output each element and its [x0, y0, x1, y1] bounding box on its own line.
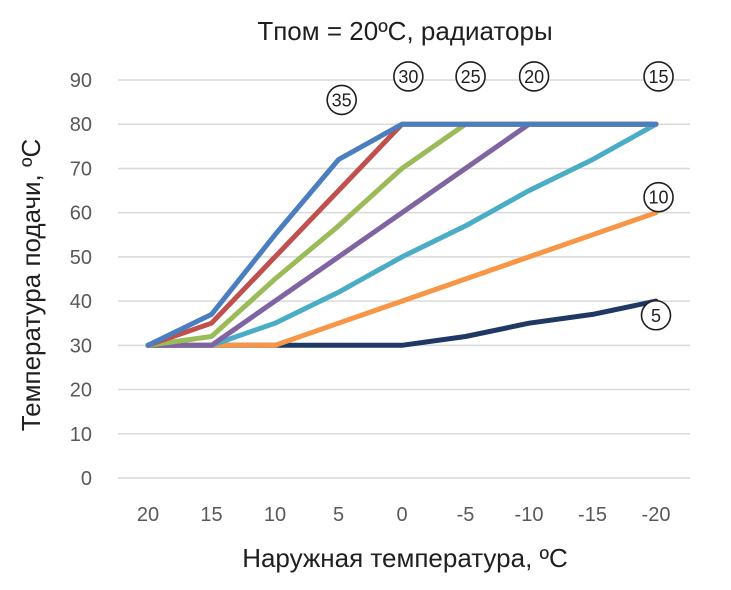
y-tick-label: 90 — [70, 70, 92, 92]
series-line-15 — [145, 121, 659, 348]
x-tick-label: 10 — [264, 504, 286, 526]
series-label-text: 35 — [332, 90, 352, 110]
series-label-text: 5 — [651, 306, 661, 326]
series-label-20: 20 — [518, 61, 550, 92]
series-label-5: 5 — [640, 299, 672, 331]
series-label-circle — [518, 61, 550, 92]
series-label-text: 15 — [649, 67, 669, 87]
x-tick-label: -10 — [515, 504, 544, 526]
series-label-circle — [455, 61, 486, 92]
series-label-circle — [643, 181, 674, 213]
series-labels: 35 30 25 20 15 10 5 — [326, 61, 674, 331]
y-tick-label: 30 — [70, 335, 92, 357]
series-label-circle — [393, 61, 424, 92]
series-label-15: 15 — [643, 61, 674, 92]
series-label-circle — [326, 84, 357, 116]
series-label-circle — [643, 61, 674, 92]
series-label-text: 30 — [398, 67, 418, 87]
y-tick-label: 0 — [81, 468, 92, 490]
series-label-text: 25 — [461, 67, 481, 87]
x-axis-label: Наружная температура, ºC — [242, 543, 568, 573]
x-tick-label: -20 — [642, 504, 671, 526]
series-line-10 — [145, 210, 659, 348]
grid — [118, 79, 690, 479]
x-tick-label: -15 — [578, 504, 607, 526]
x-tick-label: 0 — [396, 504, 407, 526]
series-label-25: 25 — [455, 61, 486, 92]
y-tick-label: 60 — [70, 203, 92, 225]
series-label-10: 10 — [643, 181, 674, 213]
x-tick-label: 5 — [333, 504, 344, 526]
chart-title: Tпом = 20ºC, радиаторы — [257, 16, 552, 46]
x-tick-label: 20 — [137, 504, 159, 526]
y-tick-label: 70 — [70, 158, 92, 180]
series-lines — [145, 121, 659, 348]
series-label-text: 10 — [649, 188, 669, 208]
series-label-circle — [640, 299, 672, 331]
series-label-text: 20 — [524, 67, 544, 87]
y-tick-labels: 0 10 20 30 40 50 60 70 80 90 — [70, 70, 92, 490]
series-label-30: 30 — [393, 61, 424, 92]
x-tick-label: -5 — [457, 504, 475, 526]
series-label-35: 35 — [326, 84, 357, 116]
series-line-30 — [145, 121, 659, 348]
y-tick-label: 10 — [70, 424, 92, 446]
series-line-35 — [145, 121, 659, 348]
y-tick-label: 80 — [70, 114, 92, 136]
y-tick-label: 50 — [70, 247, 92, 269]
y-axis-label: Температура подачи, ºC — [16, 139, 46, 432]
x-tick-labels: 20 15 10 5 0 -5 -10 -15 -20 — [137, 504, 671, 526]
x-tick-label: 15 — [200, 504, 222, 526]
y-tick-label: 20 — [70, 380, 92, 402]
y-tick-label: 40 — [70, 291, 92, 313]
